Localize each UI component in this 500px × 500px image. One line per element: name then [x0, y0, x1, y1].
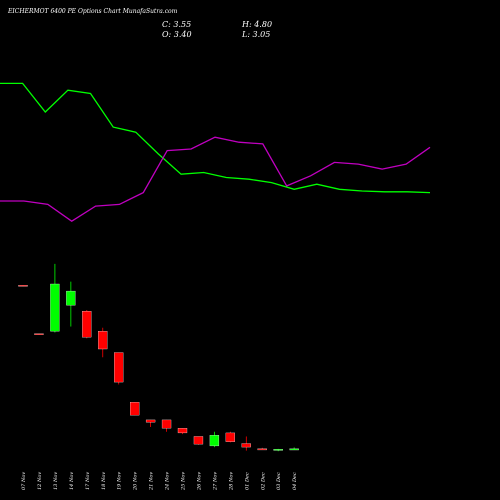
candle [18, 285, 28, 287]
candle-body [289, 448, 299, 451]
x-tick-label: 17 Nov [85, 472, 91, 490]
candle-body [257, 448, 267, 451]
indicator-line-2 [0, 136, 431, 222]
x-tick-label: 03 Dec [276, 472, 282, 490]
candle [66, 281, 76, 327]
x-tick-label: 04 Dec [292, 472, 298, 490]
indicator-lines [0, 82, 431, 222]
candles [18, 263, 299, 452]
candle-body [18, 285, 28, 287]
candle [50, 263, 60, 333]
high-value: H: 4.80 [242, 20, 273, 29]
x-tick-label: 27 Nov [212, 472, 218, 491]
candle [257, 447, 267, 451]
candle-body [114, 352, 124, 383]
candle [34, 333, 44, 335]
candle [129, 402, 140, 416]
x-tick-label: 01 Dec [244, 472, 250, 490]
candle-body [225, 432, 236, 442]
x-tick-label: 18 Nov [101, 472, 107, 490]
candle [209, 431, 220, 448]
x-tick-label: 25 Nov [181, 472, 187, 491]
candle-body [66, 290, 76, 306]
low-value: L: 3.05 [242, 30, 271, 39]
candle [161, 419, 172, 432]
x-tick-label: 21 Nov [149, 472, 155, 491]
candle-body [50, 283, 60, 332]
x-tick-label: 13 Nov [53, 472, 59, 490]
candle [145, 419, 156, 427]
candle [177, 428, 188, 435]
x-tick-label: 24 Nov [165, 472, 171, 491]
candle-body [82, 311, 92, 338]
x-tick-label: 19 Nov [117, 472, 123, 490]
candle-body [241, 443, 251, 448]
candle-body [177, 428, 188, 434]
candle [98, 327, 108, 358]
candle-body [129, 402, 140, 416]
candle-body [34, 333, 44, 335]
candle [82, 310, 92, 339]
chart-title: EICHERMOT 6400 PE Options Chart MunafaSu… [8, 8, 178, 15]
candle-body [161, 419, 172, 429]
candle-body [209, 435, 220, 447]
candle [225, 431, 236, 443]
candle-body [193, 436, 204, 445]
candle-body [273, 449, 283, 451]
x-tick-label: 20 Nov [133, 472, 139, 491]
open-value: O: 3.40 [162, 30, 192, 39]
candle [193, 436, 204, 445]
x-tick-label: 07 Nov [21, 472, 27, 490]
candle-body [145, 419, 156, 423]
candle [114, 352, 124, 385]
x-tick-label: 26 Nov [196, 472, 202, 491]
x-axis-labels: 07 Nov 12 Nov 13 Nov 14 Nov 17 Nov 18 Nov 19 N… [21, 472, 298, 491]
x-tick-label: 14 Nov [69, 472, 75, 490]
x-tick-label: 28 Nov [228, 472, 234, 491]
candle [273, 448, 283, 452]
close-value: C: 3.55 [162, 20, 192, 29]
x-tick-label: 02 Dec [260, 472, 266, 490]
x-tick-label: 12 Nov [37, 472, 43, 490]
candle [289, 447, 299, 451]
candle-body [98, 331, 108, 350]
indicator-line-1 [0, 82, 431, 194]
candle [241, 436, 251, 451]
